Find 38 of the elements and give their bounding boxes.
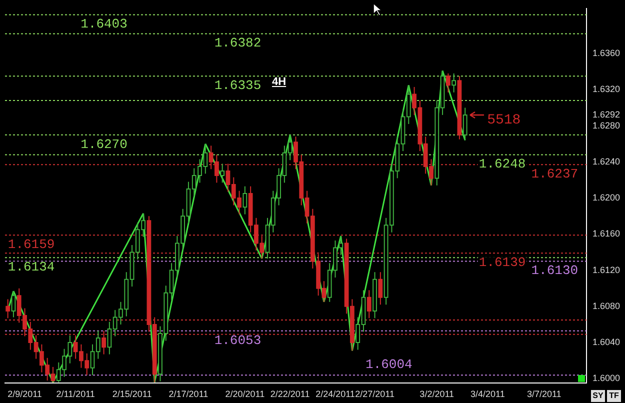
- ref-line-label: 1.6248: [478, 156, 526, 172]
- text: 4H: [272, 76, 286, 88]
- y-tick-label: 1.6000: [592, 373, 620, 384]
- annotation: 5518: [487, 112, 521, 129]
- x-tick-label: 3/4/2011: [470, 389, 505, 400]
- y-tick-label: 1.6292: [592, 109, 620, 120]
- y-tick-label: 1.6320: [592, 84, 620, 94]
- ref-line-label: 1.6130: [531, 263, 578, 278]
- x-tick-label: 2/27/2011: [355, 389, 394, 400]
- y-tick-label: 1.6200: [592, 192, 620, 203]
- x-tick-label: 2/11/2011: [56, 389, 95, 400]
- ref-line-label: 1.6335: [214, 78, 262, 94]
- y-tick-label: 1.6160: [592, 228, 620, 239]
- y-tick-label: 1.6240: [592, 156, 620, 166]
- ref-line-label: 1.6053: [214, 332, 262, 348]
- ref-line-label: 1.6004: [366, 357, 413, 372]
- y-tick-label: 1.6280: [592, 120, 620, 130]
- ref-line-label: 1.6237: [531, 166, 578, 182]
- ref-line-label: 1.6403: [80, 16, 128, 32]
- x-tick-label: 2/9/2011: [8, 389, 42, 400]
- y-tick-label: 1.6080: [592, 300, 620, 311]
- ref-line-label: 1.6139: [478, 255, 526, 270]
- text: TF: [609, 391, 619, 400]
- y-tick-label: 1.6120: [592, 264, 620, 275]
- x-tick-label: 2/15/2011: [112, 389, 152, 400]
- x-tick-label: 3/2/2011: [420, 389, 454, 400]
- ref-line-label: 1.6134: [8, 260, 55, 275]
- ref-line-label: 1.6270: [80, 136, 128, 152]
- y-tick-label: 1.6360: [592, 48, 620, 58]
- ref-line-label: 1.6382: [214, 36, 262, 51]
- y-tick-label: 1.6040: [592, 337, 620, 348]
- x-tick-label: 2/20/2011: [225, 389, 265, 400]
- text: SY: [592, 391, 604, 400]
- x-tick-label: 2/22/2011: [270, 389, 310, 400]
- x-tick-label: 2/24/2011: [316, 389, 355, 400]
- x-tick-label: 2/17/2011: [168, 389, 208, 400]
- ref-line-label: 1.6159: [8, 237, 55, 252]
- x-tick-label: 3/7/2011: [526, 389, 562, 400]
